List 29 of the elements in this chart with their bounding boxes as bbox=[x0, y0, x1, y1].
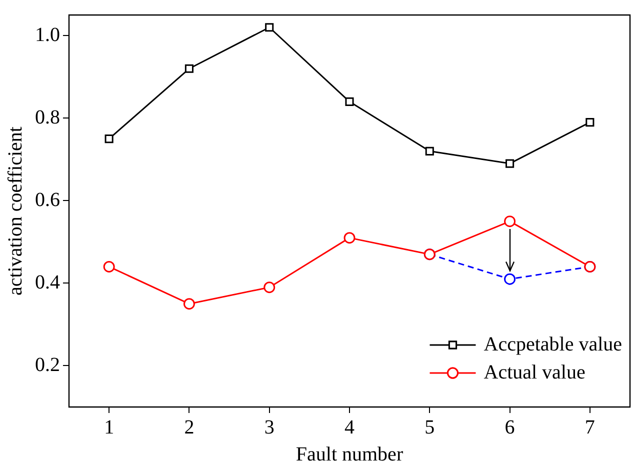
x-tick-label: 3 bbox=[264, 416, 274, 438]
x-tick-label: 6 bbox=[504, 416, 515, 438]
point bbox=[264, 282, 276, 294]
legend-label: Actual value bbox=[484, 361, 586, 384]
x-tick-label: 4 bbox=[344, 416, 354, 438]
point bbox=[265, 23, 274, 32]
point bbox=[104, 134, 114, 144]
x-axis-title: Fault number bbox=[296, 443, 404, 466]
point bbox=[504, 216, 516, 228]
point bbox=[184, 64, 194, 73]
y-tick-label: 0.4 bbox=[35, 271, 60, 294]
x-tick-label: 5 bbox=[424, 416, 435, 438]
point bbox=[425, 146, 434, 156]
y-tick-label: 1.0 bbox=[35, 24, 60, 46]
point bbox=[344, 232, 356, 244]
point bbox=[183, 298, 195, 310]
y-axis-title: activation coefficient bbox=[4, 126, 26, 296]
point bbox=[103, 260, 115, 272]
point bbox=[506, 159, 514, 168]
x-tick-label: 1 bbox=[104, 416, 114, 438]
x-tick-label: 2 bbox=[184, 416, 194, 438]
point bbox=[586, 118, 594, 127]
y-tick-label: 0.2 bbox=[35, 354, 60, 376]
point bbox=[345, 97, 354, 106]
legend-label: Accpetable value bbox=[484, 333, 622, 356]
y-tick-label: 0.8 bbox=[35, 106, 60, 128]
point bbox=[504, 273, 516, 285]
y-tick-label: 0.6 bbox=[35, 188, 60, 211]
x-tick-label: 7 bbox=[584, 416, 595, 438]
